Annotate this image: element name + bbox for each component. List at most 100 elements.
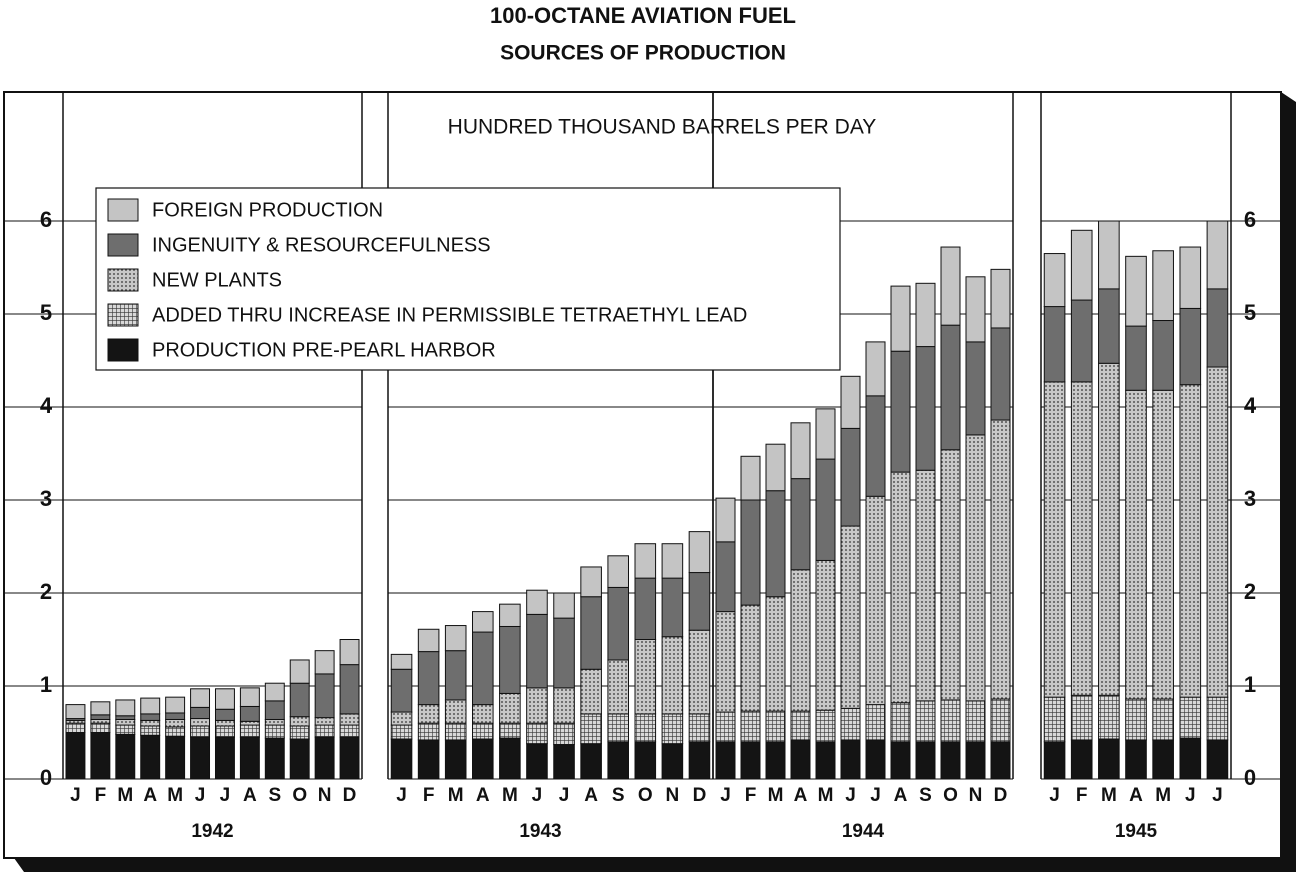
bar-segment <box>607 555 630 588</box>
bar-segment <box>915 469 936 702</box>
y-tick-label: 3 <box>40 486 52 511</box>
y-tick-label-right: 4 <box>1244 393 1257 418</box>
legend-swatch <box>107 303 139 327</box>
bar-segment <box>1206 696 1229 741</box>
bar-segment <box>965 341 986 436</box>
x-tick-label: A <box>476 785 490 806</box>
bar-segment <box>740 499 761 606</box>
bar-segment <box>1206 366 1229 698</box>
bar-segment <box>740 741 761 780</box>
bar-segment <box>1179 384 1202 698</box>
bar-segment <box>472 611 494 633</box>
bar-segment <box>740 710 761 743</box>
y-tick-label: 0 <box>40 765 52 790</box>
bar-segment <box>634 577 657 640</box>
bar-segment <box>264 718 285 726</box>
x-tick-label: D <box>693 785 707 806</box>
bar-segment <box>580 566 602 598</box>
bar-segment <box>339 713 360 726</box>
bar-segment <box>634 639 657 715</box>
bar-segment <box>140 719 161 727</box>
bar-segment <box>444 739 467 780</box>
bar-segment <box>1043 253 1066 308</box>
year-label: 1944 <box>842 821 885 842</box>
x-tick-label: M <box>1101 785 1117 806</box>
bar-segment <box>444 722 467 741</box>
bar-segment <box>90 732 111 780</box>
bar-segment <box>526 687 548 724</box>
chart-subtitle: SOURCES OF PRODUCTION <box>500 42 786 65</box>
y-tick-label: 2 <box>40 579 52 604</box>
bar-segment <box>214 688 235 710</box>
bar-segment <box>1070 299 1093 383</box>
bar-segment <box>289 725 310 740</box>
year-label: 1942 <box>191 821 233 842</box>
bar-segment <box>239 687 260 707</box>
bar-segment <box>715 741 736 780</box>
bar-segment <box>715 611 736 713</box>
x-tick-label: M <box>768 785 784 806</box>
bar-segment <box>607 659 630 715</box>
bar-segment <box>499 722 521 739</box>
bar-segment <box>553 592 575 619</box>
bar-segment <box>790 739 811 780</box>
x-tick-label: J <box>845 785 856 806</box>
bar-segment <box>1043 306 1066 383</box>
bar-segment <box>289 682 310 718</box>
bar-segment <box>990 741 1011 780</box>
bar-segment <box>865 395 886 497</box>
x-tick-label: M <box>502 785 518 806</box>
bar-segment <box>444 625 467 652</box>
bar-segment <box>1043 381 1066 698</box>
bar-segment <box>1179 696 1202 739</box>
x-tick-label: N <box>666 785 680 806</box>
bar-segment <box>688 531 711 574</box>
x-tick-label: S <box>612 785 625 806</box>
bar-segment <box>580 668 602 715</box>
bar-segment <box>314 717 335 726</box>
x-tick-label: F <box>95 785 107 806</box>
x-tick-label: A <box>1129 785 1143 806</box>
bar-segment <box>264 682 285 702</box>
bar-segment <box>472 704 494 724</box>
bar-segment <box>417 651 440 706</box>
bar-segment <box>661 543 684 579</box>
bar-segment <box>915 282 936 348</box>
bar-segment <box>715 497 736 543</box>
x-tick-label: M <box>1155 785 1171 806</box>
bar-segment <box>115 699 136 717</box>
bar-segment <box>990 698 1011 743</box>
bar-segment <box>1125 389 1147 700</box>
bar-segment <box>790 422 811 480</box>
x-tick-label: M <box>448 785 464 806</box>
bar-segment <box>115 733 136 780</box>
bar-segment <box>815 559 836 711</box>
bar-segment <box>965 434 986 702</box>
bar-segment <box>1098 288 1120 364</box>
bar-segment <box>390 711 413 726</box>
bar-segment <box>115 718 136 726</box>
bar-segment <box>1070 739 1093 780</box>
bar-segment <box>1125 698 1147 741</box>
x-tick-label: A <box>143 785 157 806</box>
bar-segment <box>940 741 961 780</box>
bar-segment <box>339 724 360 738</box>
year-label: 1943 <box>519 821 561 842</box>
bar-segment <box>840 375 861 429</box>
bar-segment <box>607 586 630 661</box>
bar-segment <box>190 688 211 708</box>
bar-segment <box>140 734 161 780</box>
x-tick-label: J <box>720 785 731 806</box>
bar-segment <box>607 741 630 780</box>
bar-segment <box>472 722 494 740</box>
bar-segment <box>840 707 861 741</box>
bar-segment <box>289 659 310 684</box>
bar-segment <box>965 741 986 780</box>
bar-segment <box>765 596 786 712</box>
bar-segment <box>765 710 786 743</box>
bar-segment <box>580 596 602 670</box>
bar-segment <box>1098 362 1120 696</box>
bar-segment <box>239 736 260 780</box>
